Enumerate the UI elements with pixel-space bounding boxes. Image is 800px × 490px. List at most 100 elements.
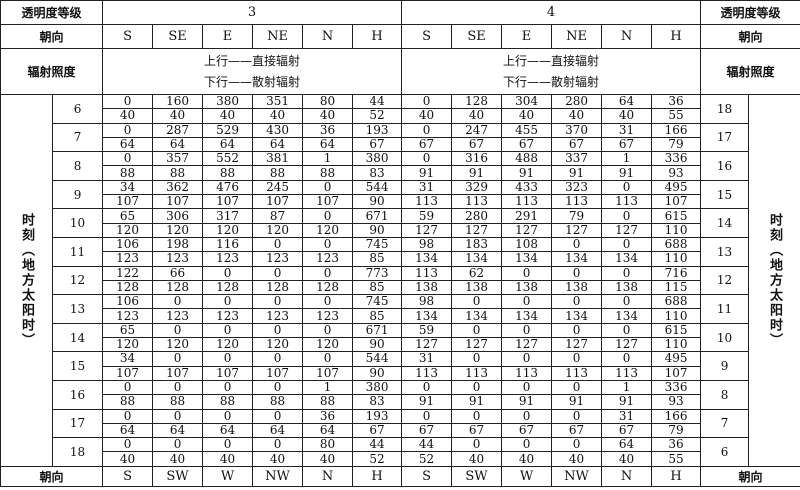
direct-value: 1 <box>302 379 354 396</box>
direct-value: 306 <box>152 208 204 224</box>
orientation-header: H <box>651 24 702 49</box>
direct-value: 62 <box>451 265 503 281</box>
direct-value: 166 <box>651 122 702 138</box>
direct-value: 0 <box>252 294 304 310</box>
diffuse-value: 55 <box>651 108 702 124</box>
diffuse-value: 40 <box>501 451 553 467</box>
direct-value: 34 <box>102 179 154 196</box>
direct-value: 745 <box>352 294 403 310</box>
diffuse-value: 88 <box>252 165 304 181</box>
direct-value: 193 <box>352 122 403 138</box>
orientation-footer: NW <box>551 465 603 487</box>
diffuse-value: 88 <box>202 165 254 181</box>
hour-label-right: 15 <box>700 179 750 210</box>
diffuse-value: 120 <box>102 337 154 353</box>
diffuse-value: 67 <box>352 422 403 439</box>
footer-orientation-row: 朝向 S SW W NW N H S SW W NW N H 朝向 <box>0 465 800 487</box>
diffuse-value: 107 <box>651 194 702 210</box>
direct-value: 113 <box>401 265 453 281</box>
direct-value: 337 <box>551 151 603 167</box>
diffuse-value: 83 <box>352 165 403 181</box>
direct-value: 36 <box>651 437 702 453</box>
direct-value: 0 <box>601 208 653 224</box>
diffuse-value: 113 <box>451 365 503 381</box>
direct-value: 362 <box>152 179 204 196</box>
direct-value: 380 <box>352 151 403 167</box>
hour-label-right: 11 <box>700 294 750 324</box>
diffuse-value: 123 <box>252 308 304 324</box>
diffuse-value: 40 <box>302 108 354 124</box>
direct-value: 0 <box>252 437 304 453</box>
diffuse-value: 88 <box>302 394 354 410</box>
direct-value: 0 <box>601 179 653 196</box>
diffuse-value: 120 <box>202 337 254 353</box>
table-row-diffuse: 107 107 107 107 107 90 113 113 113 113 113 107 <box>1 365 800 381</box>
hour-label-right: 16 <box>700 151 750 181</box>
hour-label-left: 10 <box>51 208 104 238</box>
direct-value: 0 <box>501 379 553 396</box>
diffuse-value: 113 <box>601 365 653 381</box>
direct-value: 0 <box>302 208 354 224</box>
diffuse-value: 85 <box>352 279 403 296</box>
direct-value: 59 <box>401 322 453 339</box>
diffuse-value: 40 <box>102 108 154 124</box>
diffuse-value: 107 <box>252 365 304 381</box>
diffuse-value: 127 <box>551 337 603 353</box>
diffuse-value: 40 <box>102 451 154 467</box>
direct-value: 0 <box>302 351 354 367</box>
diffuse-value: 127 <box>601 222 653 238</box>
diffuse-value: 64 <box>152 136 204 153</box>
direct-value: 31 <box>401 179 453 196</box>
diffuse-value: 128 <box>152 279 204 296</box>
diffuse-value: 93 <box>651 394 702 410</box>
direct-value: 36 <box>302 122 354 138</box>
direct-value: 0 <box>202 351 254 367</box>
diffuse-value: 67 <box>451 136 503 153</box>
orientation-footer: H <box>352 465 403 487</box>
direct-value: 106 <box>102 294 154 310</box>
diffuse-value: 40 <box>501 108 553 124</box>
hour-label-left: 11 <box>51 236 104 267</box>
orientation-footer: W <box>202 465 254 487</box>
diffuse-value: 40 <box>601 451 653 467</box>
direct-value: 87 <box>252 208 304 224</box>
direct-value: 0 <box>252 322 304 339</box>
direct-value: 31 <box>601 122 653 138</box>
diffuse-value: 88 <box>102 394 154 410</box>
direct-value: 0 <box>102 408 154 424</box>
diffuse-value: 128 <box>252 279 304 296</box>
direct-value: 1 <box>601 151 653 167</box>
diffuse-value: 138 <box>451 279 503 296</box>
direct-value: 0 <box>501 322 553 339</box>
direct-value: 0 <box>451 294 503 310</box>
note-diffuse: 下行——散射辐射 <box>503 74 600 89</box>
orientation-header: NE <box>551 24 603 49</box>
hour-label-right: 8 <box>700 379 750 410</box>
diffuse-value: 134 <box>451 308 503 324</box>
note-diffuse: 下行——散射辐射 <box>204 74 301 89</box>
diffuse-value: 67 <box>551 422 603 439</box>
level-4-header: 4 <box>401 0 702 25</box>
diffuse-value: 64 <box>202 422 254 439</box>
diffuse-value: 67 <box>401 136 453 153</box>
diffuse-value: 123 <box>302 251 354 267</box>
diffuse-value: 134 <box>501 251 553 267</box>
diffuse-value: 120 <box>202 222 254 238</box>
table-row-diffuse: 88 88 88 88 88 83 91 91 91 91 91 93 <box>1 165 800 181</box>
diffuse-value: 91 <box>551 394 603 410</box>
diffuse-value: 40 <box>401 108 453 124</box>
table-row-direct: 10 65 306 317 87 0 671 59 280 291 79 0 615 14 <box>1 208 800 238</box>
table-row-direct: 13 106 0 0 0 0 745 98 0 0 0 0 688 11 <box>1 294 800 324</box>
direct-value: 615 <box>651 208 702 224</box>
orientation-header: S <box>102 24 154 49</box>
orientation-label-left: 朝向 <box>0 24 104 49</box>
hour-label-left: 17 <box>51 408 104 439</box>
diffuse-value: 64 <box>302 136 354 153</box>
diffuse-value: 110 <box>651 251 702 267</box>
diffuse-value: 107 <box>102 365 154 381</box>
direct-value: 193 <box>352 408 403 424</box>
direct-value: 0 <box>102 93 154 110</box>
direct-value: 488 <box>501 151 553 167</box>
direct-value: 280 <box>551 93 603 110</box>
irradiance-label-left: 辐射照度 <box>0 48 104 95</box>
